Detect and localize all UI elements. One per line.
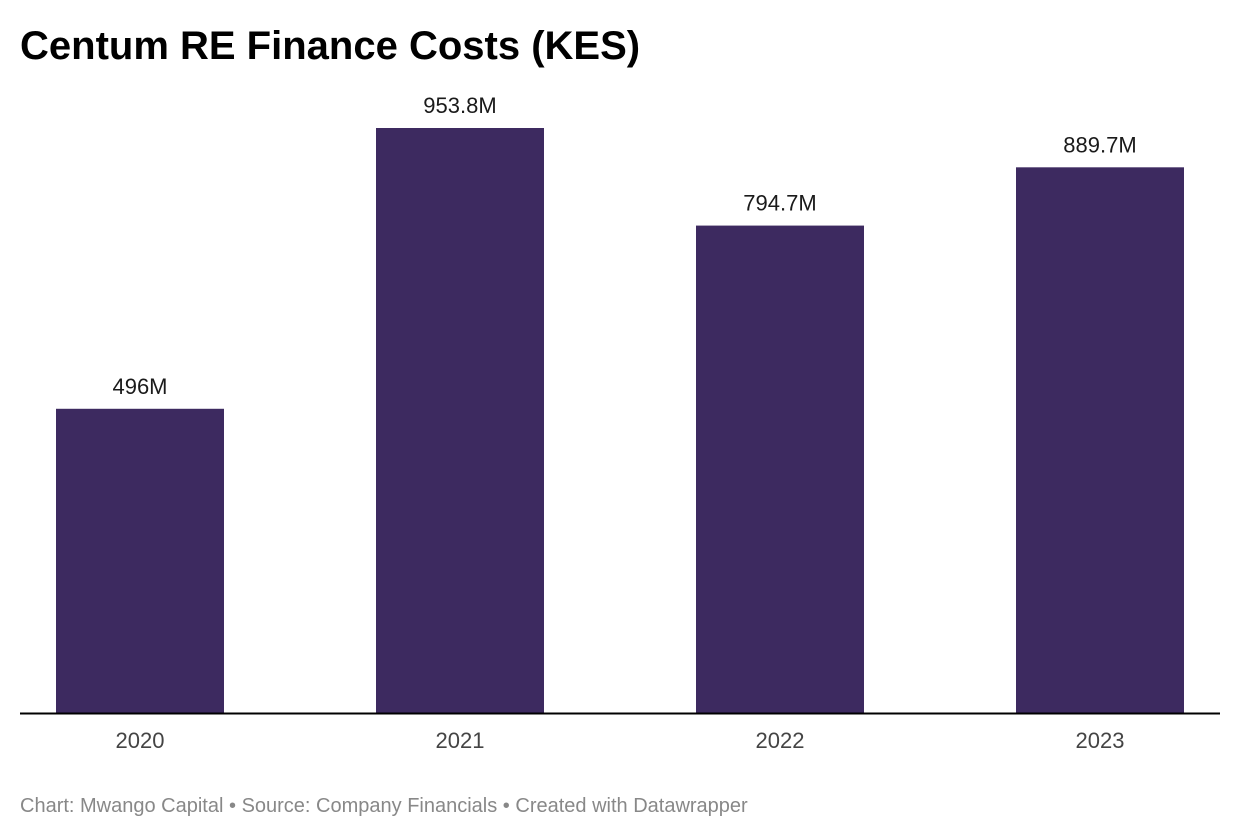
value-label-2023: 889.7M [1063,132,1136,157]
bar-2022 [696,225,864,713]
value-label-2022: 794.7M [743,191,816,216]
footer-source: Source: Company Financials [241,795,498,817]
bar-2023 [1016,167,1184,714]
footer-tool-credit: Created with Datawrapper [515,795,748,817]
x-tick-label-2023: 2023 [1076,728,1125,753]
bar-2020 [56,408,224,713]
bars-group [56,128,1184,714]
x-tick-labels-group: 2020 2021 2022 2023 [116,728,1125,753]
bar-chart: 496M 953.8M 794.7M 889.7M 2020 2021 2022 2023 [20,93,1220,753]
value-labels-group: 496M 953.8M 794.7M 889.7M [112,93,1136,399]
footer-separator: • [497,795,516,817]
value-label-2021: 953.8M [423,93,496,118]
footer-separator: • [223,795,242,817]
x-tick-label-2021: 2021 [436,728,485,753]
bar-2021 [376,128,544,713]
x-tick-label-2022: 2022 [756,728,805,753]
value-label-2020: 496M [112,374,167,399]
chart-title: Centum RE Finance Costs (KES) [20,24,641,68]
footer-chart-credit: Chart: Mwango Capital [20,795,224,817]
x-tick-label-2020: 2020 [116,728,165,753]
chart-footer: Chart: Mwango Capital • Source: Company … [20,792,748,820]
